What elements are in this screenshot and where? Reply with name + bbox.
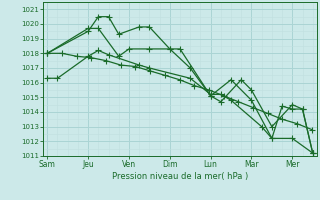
X-axis label: Pression niveau de la mer( hPa ): Pression niveau de la mer( hPa ) [112, 172, 248, 181]
